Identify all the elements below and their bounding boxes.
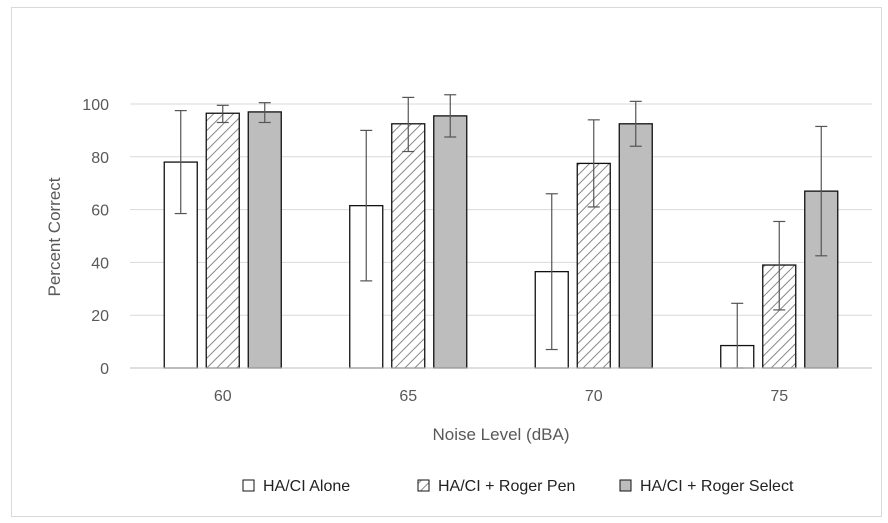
legend-swatch (619, 479, 632, 492)
legend-label: HA/CI + Roger Pen (438, 478, 575, 495)
legend-label: HA/CI + Roger Select (640, 478, 794, 495)
y-tick-label: 100 (82, 97, 109, 114)
y-axis-title: Percent Correct (45, 177, 64, 296)
bar (391, 123, 426, 369)
y-tick-label: 0 (100, 361, 109, 378)
x-tick-label: 75 (770, 388, 788, 405)
y-tick-label: 60 (91, 203, 109, 220)
x-tick-label: 65 (399, 388, 417, 405)
x-tick-label: 70 (585, 388, 603, 405)
y-tick-label: 20 (91, 308, 109, 325)
y-tick-label: 40 (91, 255, 109, 272)
y-tick-label: 80 (91, 150, 109, 167)
legend-swatch (242, 479, 255, 492)
bar (247, 111, 282, 369)
legend-swatch (417, 479, 430, 492)
bar (618, 123, 653, 369)
legend-label: HA/CI Alone (263, 478, 350, 495)
bar (433, 115, 468, 369)
bar (205, 112, 240, 369)
x-axis-title: Noise Level (dBA) (432, 425, 569, 444)
x-tick-label: 60 (214, 388, 232, 405)
legend: HA/CI Alone HA/CI + Roger Pen HA/CI + Roge… (242, 478, 794, 495)
